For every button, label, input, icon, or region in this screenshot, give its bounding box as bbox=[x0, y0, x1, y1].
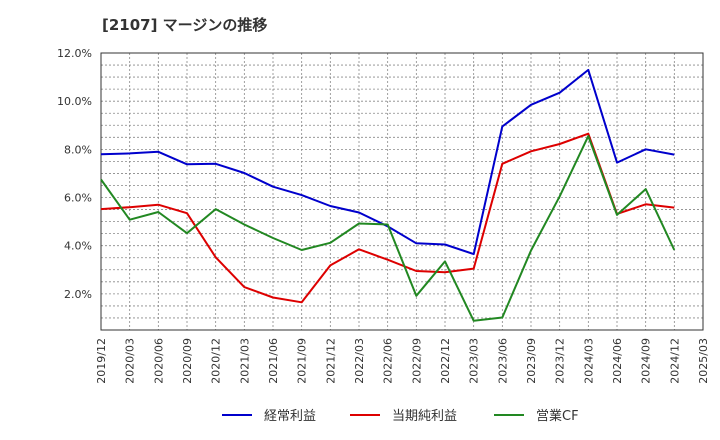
y-axis: 2.0% 4.0% 6.0% 8.0% 10.0% 12.0% bbox=[57, 47, 92, 301]
legend-item: 当期純利益 bbox=[350, 409, 457, 424]
grid-layer bbox=[101, 53, 703, 330]
legend-label: 営業CF bbox=[536, 408, 579, 424]
x-tick-label: 2021/03 bbox=[238, 338, 251, 384]
x-tick-label: 2022/09 bbox=[410, 338, 423, 384]
x-tick-label: 2021/12 bbox=[324, 338, 337, 384]
chart-title: [2107] マージンの推移 bbox=[102, 16, 268, 34]
x-tick-label: 2020/12 bbox=[210, 338, 223, 384]
series-line-営業CF bbox=[100, 135, 676, 322]
x-tick-label: 2020/06 bbox=[152, 338, 165, 384]
x-tick-label: 2024/03 bbox=[582, 338, 595, 384]
x-tick-label: 2024/09 bbox=[640, 338, 653, 384]
y-tick-label: 2.0% bbox=[64, 288, 92, 301]
y-tick-label: 6.0% bbox=[64, 192, 92, 205]
x-tick-label: 2023/09 bbox=[525, 338, 538, 384]
x-tick-label: 2020/03 bbox=[124, 338, 137, 384]
x-tick-label: 2023/06 bbox=[496, 338, 509, 384]
x-tick-label: 2023/12 bbox=[554, 338, 567, 384]
y-tick-label: 12.0% bbox=[57, 47, 92, 60]
y-tick-label: 8.0% bbox=[64, 143, 92, 156]
legend-label: 経常利益 bbox=[264, 409, 316, 424]
y-tick-label: 10.0% bbox=[57, 95, 92, 108]
legend-item: 営業CF bbox=[494, 408, 579, 424]
x-tick-label: 2024/12 bbox=[668, 338, 681, 384]
x-tick-label: 2025/03 bbox=[697, 338, 710, 384]
x-tick-label: 2022/03 bbox=[353, 338, 366, 384]
x-tick-label: 2022/06 bbox=[382, 338, 395, 384]
legend-item: 経常利益 bbox=[222, 409, 316, 424]
x-tick-label: 2019/12 bbox=[95, 338, 108, 384]
x-axis: 2019/12 2020/03 2020/06 2020/09 2020/12 2021/… bbox=[95, 338, 710, 384]
x-tick-label: 2021/09 bbox=[296, 338, 309, 384]
legend: 経常利益 当期純利益 営業CF bbox=[222, 408, 579, 424]
series-layer bbox=[100, 68, 676, 322]
legend-label: 当期純利益 bbox=[392, 409, 457, 424]
x-tick-label: 2020/09 bbox=[181, 338, 194, 384]
y-tick-label: 4.0% bbox=[64, 240, 92, 253]
plot-frame bbox=[100, 52, 704, 331]
series-line-当期純利益 bbox=[100, 132, 675, 304]
x-tick-label: 2023/03 bbox=[468, 338, 481, 384]
x-tick-label: 2021/06 bbox=[267, 338, 280, 384]
x-tick-label: 2022/12 bbox=[439, 338, 452, 384]
x-tick-label: 2024/06 bbox=[611, 338, 624, 384]
